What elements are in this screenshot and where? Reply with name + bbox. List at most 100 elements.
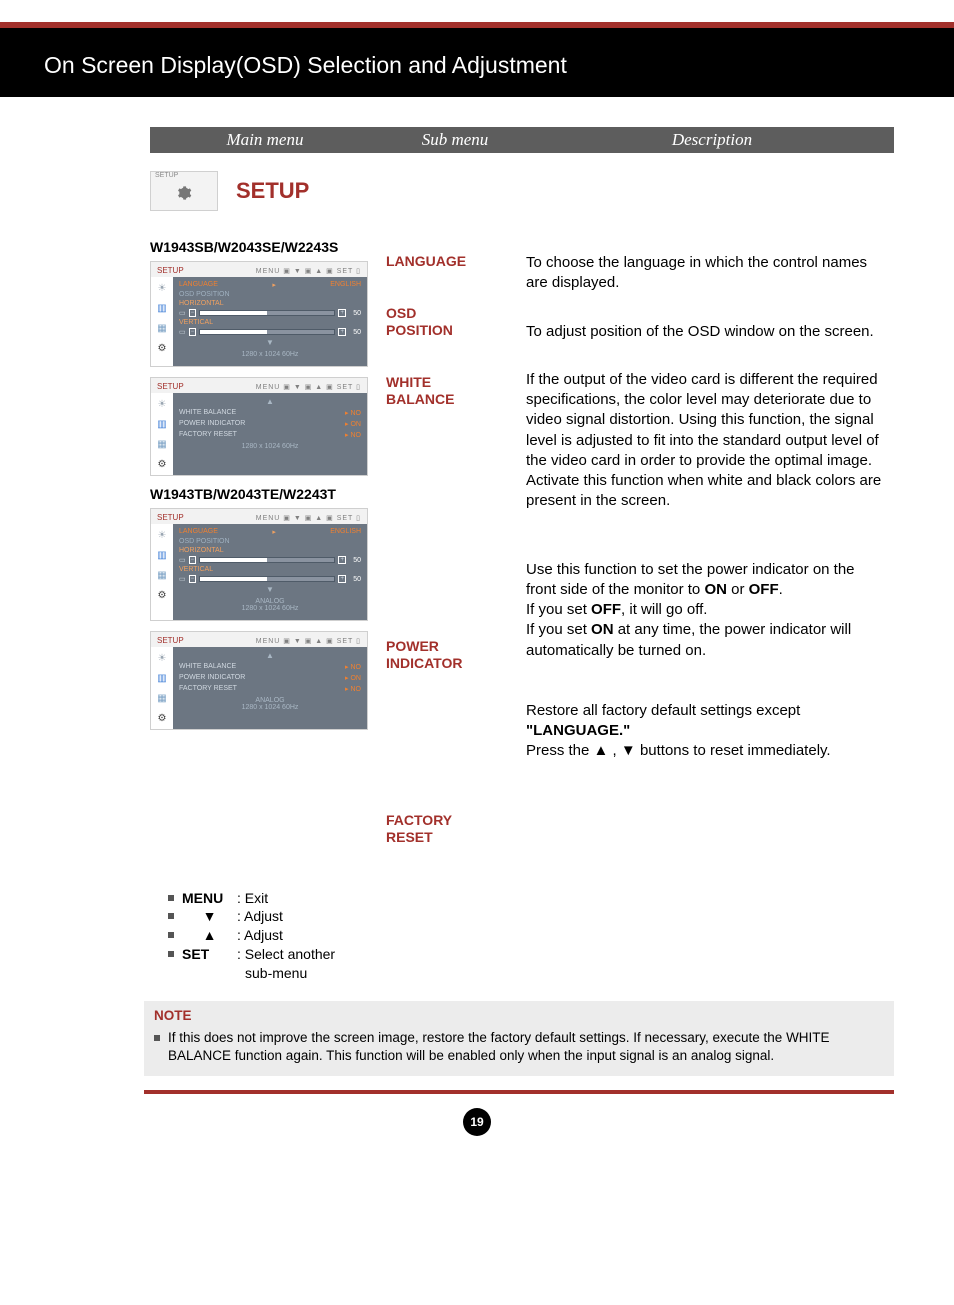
note-title: NOTE (154, 1007, 884, 1025)
brightness-icon: ☀ (155, 528, 169, 542)
desc-language: To choose the language in which the cont… (526, 253, 884, 294)
legend-menu-key: MENU (182, 889, 237, 908)
tracking-icon: ▦ (155, 321, 169, 335)
color-icon: ▥ (155, 301, 169, 315)
osd-pi: POWER INDICATOR (179, 674, 245, 682)
sub-pi-2: INDICATOR (386, 655, 462, 671)
osd-resolution: 1280 x 1024 60Hz (179, 704, 361, 711)
bullet-icon (154, 1035, 160, 1041)
gear-icon (176, 185, 192, 201)
osd-wb-val: ▸ NO (345, 409, 361, 417)
osd-analog-label: ANALOG (179, 697, 361, 704)
sub-osd-position: OSD POSITION (386, 305, 506, 340)
osd-slider (199, 576, 335, 582)
legend-set-val: : Select another (237, 945, 335, 964)
brightness-icon: ☀ (155, 397, 169, 411)
color-icon: ▥ (155, 671, 169, 685)
bullet-icon (168, 932, 174, 938)
osd-vert: VERTICAL (179, 566, 361, 573)
lock-icon: ▭ (179, 575, 186, 583)
osd-resolution: 1280 x 1024 60Hz (179, 443, 361, 450)
desc-white-balance: If the output of the video card is diffe… (526, 370, 884, 512)
osd-pi: POWER INDICATOR (179, 420, 245, 428)
osd-nav-glyphs: MENU ▣ ▼ ▣ ▲ ▣ SET ▯ (256, 267, 361, 275)
osd-screenshot: SETUP MENU ▣ ▼ ▣ ▲ ▣ SET ▯ ☀ ▥ ▦ ⚙ ▲ WHI… (150, 377, 368, 476)
sub-power-indicator: POWER INDICATOR (386, 638, 506, 778)
legend-menu-val: : Exit (237, 889, 268, 908)
osd-setup-label: SETUP (157, 636, 184, 645)
osd-wb: WHITE BALANCE (179, 663, 236, 671)
osd-lang-label: LANGUAGE (179, 281, 218, 289)
setup-title: SETUP (236, 178, 309, 204)
osd-setup-label: SETUP (157, 266, 184, 275)
up-triangle-icon: ▲ (594, 741, 609, 761)
fr-lang: "LANGUAGE." (526, 722, 630, 739)
tracking-icon: ▦ (155, 568, 169, 582)
pi-or: or (727, 581, 749, 598)
model-group-2: W1943TB/W2043TE/W2243T (150, 486, 366, 502)
lock-icon: ▭ (179, 328, 186, 336)
desc-power-indicator: Use this function to set the power indic… (526, 560, 884, 661)
fr-press-b: buttons to reset immediately. (640, 742, 831, 759)
page-title: On Screen Display(OSD) Selection and Adj… (0, 22, 954, 97)
setup-thumbnail: SETUP (150, 171, 218, 211)
sub-pi-1: POWER (386, 638, 439, 654)
pi-pre: Use this function to set the power indic… (526, 561, 855, 598)
sub-osd-pos-2: POSITION (386, 322, 453, 338)
sub-white-balance: WHITE BALANCE (386, 374, 506, 604)
osd-fr: FACTORY RESET (179, 431, 237, 439)
legend-up-val: : Adjust (237, 926, 283, 945)
fr-pre: Restore all factory default settings exc… (526, 702, 800, 719)
legend-set-key: SET (182, 945, 237, 964)
osd-lang-val: ENGLISH (330, 281, 361, 289)
col-sub: Sub menu (380, 130, 530, 150)
osd-screenshot: SETUP MENU ▣ ▼ ▣ ▲ ▣ SET ▯ ☀ ▥ ▦ ⚙ LANGU… (150, 508, 368, 621)
legend-down-val: : Adjust (237, 907, 283, 926)
osd-screenshot: SETUP MENU ▣ ▼ ▣ ▲ ▣ SET ▯ ☀ ▥ ▦ ⚙ LANGU… (150, 261, 368, 367)
pi-on2: ON (591, 621, 614, 638)
pi-off: OFF (749, 581, 779, 598)
pi-last1: If you set (526, 621, 591, 638)
down-triangle-icon: ▼ (621, 741, 636, 761)
legend-down-key: ▼ (182, 907, 237, 926)
pi-off2: OFF (591, 601, 621, 618)
bullet-icon (168, 895, 174, 901)
osd-pi-val: ▸ ON (345, 674, 361, 682)
lock-icon: ▭ (179, 556, 186, 564)
osd-horiz: HORIZONTAL (179, 547, 361, 554)
osd-nav-glyphs: MENU ▣ ▼ ▣ ▲ ▣ SET ▯ (256, 637, 361, 645)
osd-resolution: 1280 x 1024 60Hz (179, 351, 361, 358)
osd-fr-val: ▸ NO (345, 685, 361, 693)
setup-gear-icon: ⚙ (155, 457, 169, 471)
osd-horiz: HORIZONTAL (179, 300, 361, 307)
osd-hval: 50 (349, 310, 361, 317)
setup-gear-icon: ⚙ (155, 588, 169, 602)
desc-osd-position: To adjust position of the OSD window on … (526, 322, 884, 342)
legend-set-val2: sub-menu (237, 964, 307, 983)
tracking-icon: ▦ (155, 691, 169, 705)
setup-thumb-label: SETUP (155, 172, 178, 179)
footer-rule (144, 1090, 894, 1094)
note-body: If this does not improve the screen imag… (168, 1029, 884, 1065)
submenu-column: LANGUAGE OSD POSITION WHITE BALANCE POWE… (386, 231, 506, 881)
osd-pos-label: OSD POSITION (179, 291, 361, 298)
sub-wb-2: BALANCE (386, 391, 454, 407)
sub-osd-pos-1: OSD (386, 305, 416, 321)
osd-wb: WHITE BALANCE (179, 409, 236, 417)
pi-mid2: , it will go off. (621, 601, 707, 618)
pi-mid1: If you set (526, 601, 591, 618)
column-header-row: Main menu Sub menu Description (150, 127, 894, 153)
osd-hval: 50 (349, 557, 361, 564)
lock-icon: ▭ (179, 309, 186, 317)
osd-lang-label: LANGUAGE (179, 528, 218, 536)
legend-up-key: ▲ (182, 926, 237, 945)
button-legend: MENU: Exit ▼: Adjust ▲: Adjust SET: Sele… (168, 889, 894, 983)
sub-language: LANGUAGE (386, 253, 506, 271)
fr-press-a: Press the (526, 742, 594, 759)
brightness-icon: ☀ (155, 281, 169, 295)
osd-nav-glyphs: MENU ▣ ▼ ▣ ▲ ▣ SET ▯ (256, 383, 361, 391)
osd-pos-label: OSD POSITION (179, 538, 361, 545)
osd-vert: VERTICAL (179, 319, 361, 326)
bullet-icon (168, 913, 174, 919)
bullet-icon (168, 951, 174, 957)
